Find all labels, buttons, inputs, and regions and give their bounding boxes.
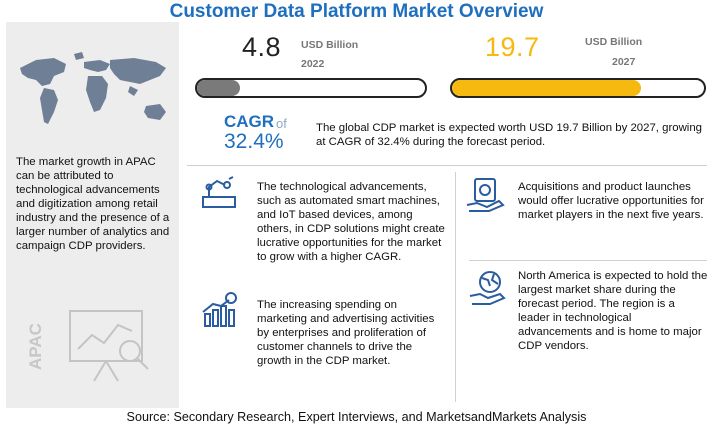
source-note: Source: Secondary Research, Expert Inter…	[126, 410, 587, 424]
fact-north-america: North America is expected to hold the la…	[518, 270, 708, 352]
apac-note: The market growth in APAC can be attribu…	[16, 156, 170, 252]
bar-fill-2022	[197, 80, 241, 96]
fact-technology: The technological advancements, such as …	[257, 181, 445, 263]
bar-fill-2027	[452, 80, 641, 96]
page-title: Customer Data Platform Market Overview	[169, 1, 544, 22]
year-2022: 2022	[301, 58, 325, 70]
apac-vertical-label: APAC	[26, 323, 45, 370]
bar-2022	[195, 78, 427, 98]
apac-label-text: APAC	[26, 323, 45, 370]
globe-hand-icon	[469, 271, 506, 305]
divider-horizontal-right	[469, 260, 707, 261]
divider-vertical	[455, 172, 456, 402]
fact-spending: The increasing spending on marketing and…	[257, 299, 435, 367]
cagr-label: CAGR	[224, 112, 275, 131]
value-2027: 19.7	[485, 32, 540, 62]
market-summary: The global CDP market is expected worth …	[316, 122, 703, 148]
automation-icon	[202, 176, 236, 208]
bar-2027	[450, 78, 706, 98]
fact-acquisitions: Acquisitions and product launches would …	[518, 181, 704, 221]
left-panel: The market growth in APAC can be attribu…	[6, 22, 179, 408]
world-map-icon	[20, 52, 166, 124]
content-area: 4.8 USD Billion 2022 19.7 USD Billion 20…	[179, 22, 713, 408]
unit-2027: USD Billion	[585, 36, 643, 48]
cagr-of: of	[276, 116, 287, 131]
money-hand-icon	[466, 178, 505, 212]
spending-chart-icon	[202, 292, 237, 327]
unit-2022: USD Billion	[301, 39, 359, 51]
presentation-board-icon	[69, 310, 149, 382]
cagr-value: 32.4%	[224, 130, 284, 153]
value-2022: 4.8	[242, 32, 282, 62]
year-2027: 2027	[612, 56, 636, 68]
divider-horizontal	[187, 165, 707, 166]
